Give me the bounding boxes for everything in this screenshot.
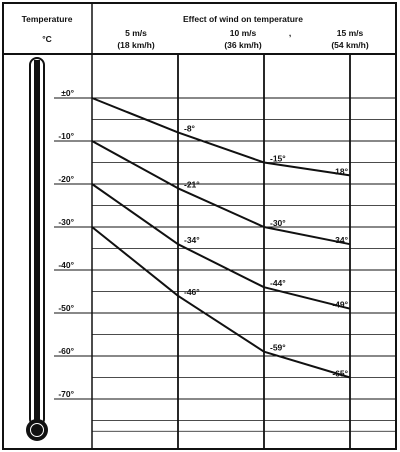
stray-mark: , — [289, 28, 291, 38]
data-label: -30° — [270, 218, 286, 228]
y-tick-labels: ±0° -10° -20° -30° -40° -50° -60° -70° — [58, 88, 74, 399]
data-label: -46° — [184, 287, 200, 297]
y-tick-label: -60° — [58, 346, 74, 356]
data-label: -65° — [332, 369, 348, 379]
data-label: -34° — [184, 235, 200, 245]
y-tick-label: -50° — [58, 303, 74, 313]
data-label: -8° — [184, 123, 196, 133]
column-speed-15: 15 m/s — [337, 28, 364, 38]
right-header-title: Effect of wind on temperature — [183, 14, 303, 24]
y-tick-label: -30° — [58, 217, 74, 227]
data-label: -15° — [270, 154, 286, 164]
data-label: -34° — [332, 235, 348, 245]
data-labels: -8° -15° -18° -21° -30° -34° -34° -44° -49° -46° -… — [184, 123, 349, 378]
data-label: -18° — [332, 166, 348, 176]
y-tick-label: ±0° — [61, 88, 74, 98]
left-header-title: Temperature — [22, 14, 73, 24]
left-header-unit: °C — [42, 34, 52, 44]
series-line — [91, 140, 351, 246]
y-tick-label: -70° — [58, 389, 74, 399]
y-tick-label: -20° — [58, 174, 74, 184]
grid-layer — [54, 54, 396, 449]
data-label: -49° — [332, 300, 348, 310]
data-label: -21° — [184, 179, 200, 189]
series-line — [91, 183, 351, 310]
chart-frame — [2, 2, 397, 450]
series-line — [91, 226, 351, 379]
column-speed-5: 5 m/s — [125, 28, 147, 38]
column-kmh-10: (36 km/h) — [224, 40, 261, 50]
series-line — [91, 97, 351, 177]
data-label: -59° — [270, 343, 286, 353]
column-kmh-15: (54 km/h) — [331, 40, 368, 50]
y-tick-label: -10° — [58, 131, 74, 141]
column-kmh-5: (18 km/h) — [117, 40, 154, 50]
y-tick-label: -40° — [58, 260, 74, 270]
thermometer-icon — [26, 57, 48, 441]
column-speed-10: 10 m/s — [230, 28, 257, 38]
data-label: -44° — [270, 278, 286, 288]
series-layer — [91, 97, 351, 379]
